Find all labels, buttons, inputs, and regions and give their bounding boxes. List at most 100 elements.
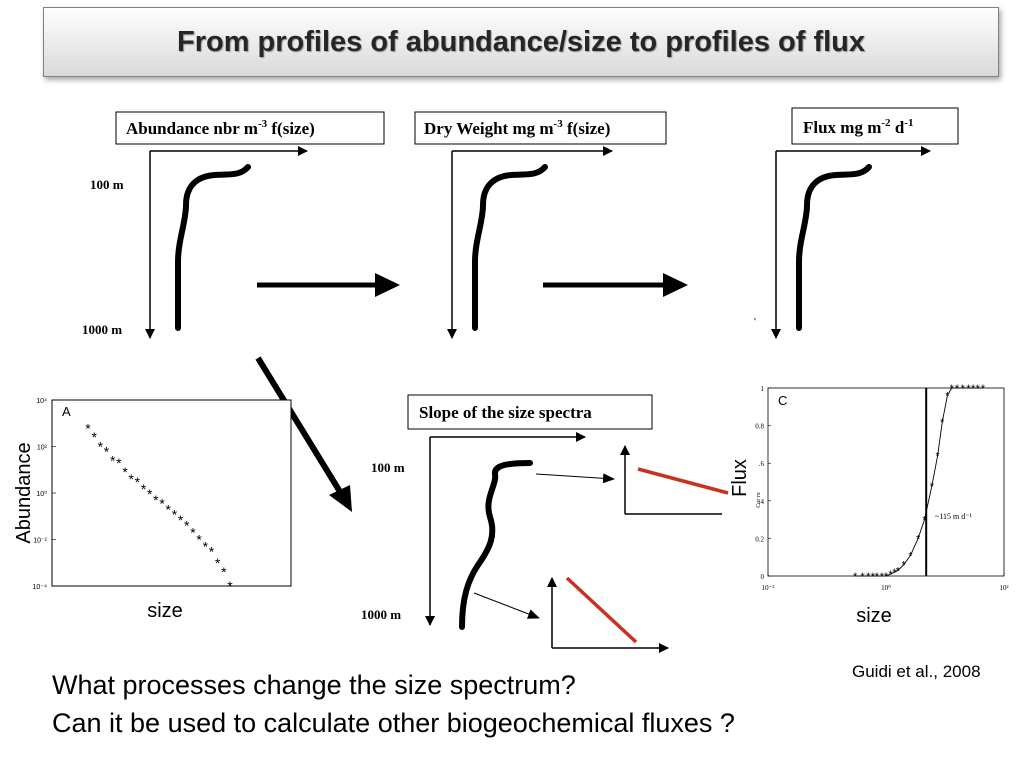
plot-c-marker: * <box>889 569 894 581</box>
plot-c-marker: * <box>908 550 913 562</box>
plot-a-point: * <box>110 452 116 468</box>
plot-c-letter: C <box>778 393 787 408</box>
plot-a-point: * <box>221 564 227 580</box>
plot-c-marker: * <box>976 383 981 395</box>
plot-c-marker: * <box>875 571 880 583</box>
plot-a-ytick-label: 10² <box>37 445 48 452</box>
plot-c-marker: * <box>866 571 871 583</box>
plot-c-ytick-label: 0.8 <box>755 423 764 431</box>
plot-c-marker: * <box>860 571 865 583</box>
plot-c-marker: * <box>853 571 858 583</box>
plot-c-marker: * <box>940 417 945 429</box>
plot-c-background <box>743 382 1022 600</box>
plot-a-ytick-label: 10⁻² <box>33 538 47 545</box>
mini-plot-lower-slope-line <box>565 576 638 644</box>
plot-c-marker: * <box>961 383 966 395</box>
plot-c-ytick-label: .4 <box>759 498 765 506</box>
plot-c-annotation: ~115 m d⁻¹ <box>935 512 972 521</box>
plot-c-marker: * <box>966 383 971 395</box>
question-2: Can it be used to calculate other biogeo… <box>52 708 735 738</box>
plot-a-ytick-label: 10⁰ <box>36 490 47 498</box>
depth-label-100m: 100 m <box>90 177 124 192</box>
dry-weight-label: Dry Weight mg m-3 f(size) <box>424 118 610 138</box>
dry-weight-profile-curve <box>472 164 548 331</box>
plot-a-point: * <box>141 481 147 497</box>
slope-label-box <box>407 394 653 430</box>
plot-c-marker: * <box>916 533 921 545</box>
plot-a-point: * <box>116 455 122 471</box>
plot-a-point: * <box>135 474 141 490</box>
plot-c-xtick-label: 10⁻² <box>762 584 775 592</box>
plot-c-xtick-label: 10⁰ <box>881 584 891 592</box>
arrow-head-1 <box>375 273 400 297</box>
arrow-head-diagonal <box>329 485 352 512</box>
arrow-head-2 <box>663 273 688 297</box>
abundance-profile-curve <box>175 164 251 331</box>
plot-a-xlabel: size <box>147 600 183 622</box>
slope-label: Slope of the size spectra <box>419 403 592 422</box>
plot-c-xtick-label: 10² <box>999 584 1008 592</box>
plot-c-marker: * <box>930 481 935 493</box>
plot-c-marker: * <box>902 560 907 572</box>
plot-c-marker: * <box>971 383 976 395</box>
mini-plot-upper-slope-line <box>637 467 729 495</box>
plot-c-ytick-label: 0.2 <box>755 535 764 543</box>
plot-c-curve <box>855 387 983 577</box>
plot-a-yticks: 10⁴ 10² 10⁰ 10⁻² 10⁻⁴ <box>33 398 56 591</box>
plot-c-marker: * <box>945 391 950 403</box>
question-1: What processes change the size spectrum? <box>52 670 576 700</box>
plot-a-point: * <box>98 439 104 455</box>
plot-a-point: * <box>166 501 172 517</box>
plot-a-point: * <box>178 512 184 528</box>
plot-c-marker: * <box>871 571 876 583</box>
plot-a-point: * <box>147 486 153 502</box>
plot-c-ylabel: Flux <box>729 459 751 497</box>
flux-label: Flux mg m-2 d-1 <box>803 117 913 137</box>
plot-a-letter: A <box>62 404 71 419</box>
plot-a-point: * <box>227 578 233 594</box>
plot-c-marker: * <box>892 567 897 579</box>
depth-label-1000m: 1000 m <box>82 322 122 337</box>
flux-profile-curve <box>796 164 872 331</box>
plot-a-point: * <box>128 471 134 487</box>
plot-a-point: * <box>203 538 209 554</box>
slope-profile-curve <box>459 460 533 630</box>
stray-mark: ' <box>754 317 756 328</box>
plot-c-ytick-label: 1 <box>761 385 765 393</box>
plot-a-frame <box>51 399 292 587</box>
plot-a-point: * <box>184 518 190 534</box>
plot-a-point: * <box>153 492 159 508</box>
plot-a-point: * <box>104 444 110 460</box>
plot-a-point: * <box>122 464 128 480</box>
slide-title: From profiles of abundance/size to profi… <box>176 25 865 58</box>
plot-c-marker: * <box>896 565 901 577</box>
plot-a-points: *** ** ** * * * * * * * * * * * * * **** <box>85 420 233 594</box>
plot-a-point: * <box>91 429 97 445</box>
plot-c-marker: * <box>935 451 940 463</box>
plot-a-ytick-label: 10⁴ <box>36 398 47 405</box>
plot-c-xticks: 10⁻² 10⁰ 10² <box>762 573 1009 592</box>
plot-c-ytick-label: 0 <box>761 573 765 581</box>
plot-c-ytick-label: .6 <box>759 460 765 468</box>
slope-depth-label-1000m: 1000 m <box>361 607 401 622</box>
plot-a-point: * <box>209 544 215 560</box>
plot-a-point: * <box>85 420 91 436</box>
plot-c-xlabel: size <box>856 605 892 627</box>
plot-c-marker: * <box>884 571 889 583</box>
plot-c-markers: * * * * * * * * * * ********* * * * * * * <box>853 383 986 583</box>
plot-c-ylabel-small: Cur rx <box>756 492 762 508</box>
plot-a-ytick-label: 10⁻⁴ <box>33 584 48 591</box>
plot-a-point: * <box>159 496 165 512</box>
abundance-label: Abundance nbr m-3 f(size) <box>126 118 315 138</box>
plot-c-marker: * <box>955 383 960 395</box>
citation: Guidi et al., 2008 <box>852 662 981 681</box>
slope-depth-label-100m: 100 m <box>371 460 405 475</box>
pointer-arrow-lower <box>473 592 540 619</box>
plot-a-point: * <box>215 555 221 571</box>
plot-c-marker: * <box>950 383 955 395</box>
title-bar: From profiles of abundance/size to profi… <box>43 7 999 77</box>
plot-a-point: * <box>172 506 178 522</box>
plot-c-yticks: 1 0.8 .6 .4 0.2 0 <box>755 385 771 581</box>
dry-weight-label-box <box>414 111 667 145</box>
